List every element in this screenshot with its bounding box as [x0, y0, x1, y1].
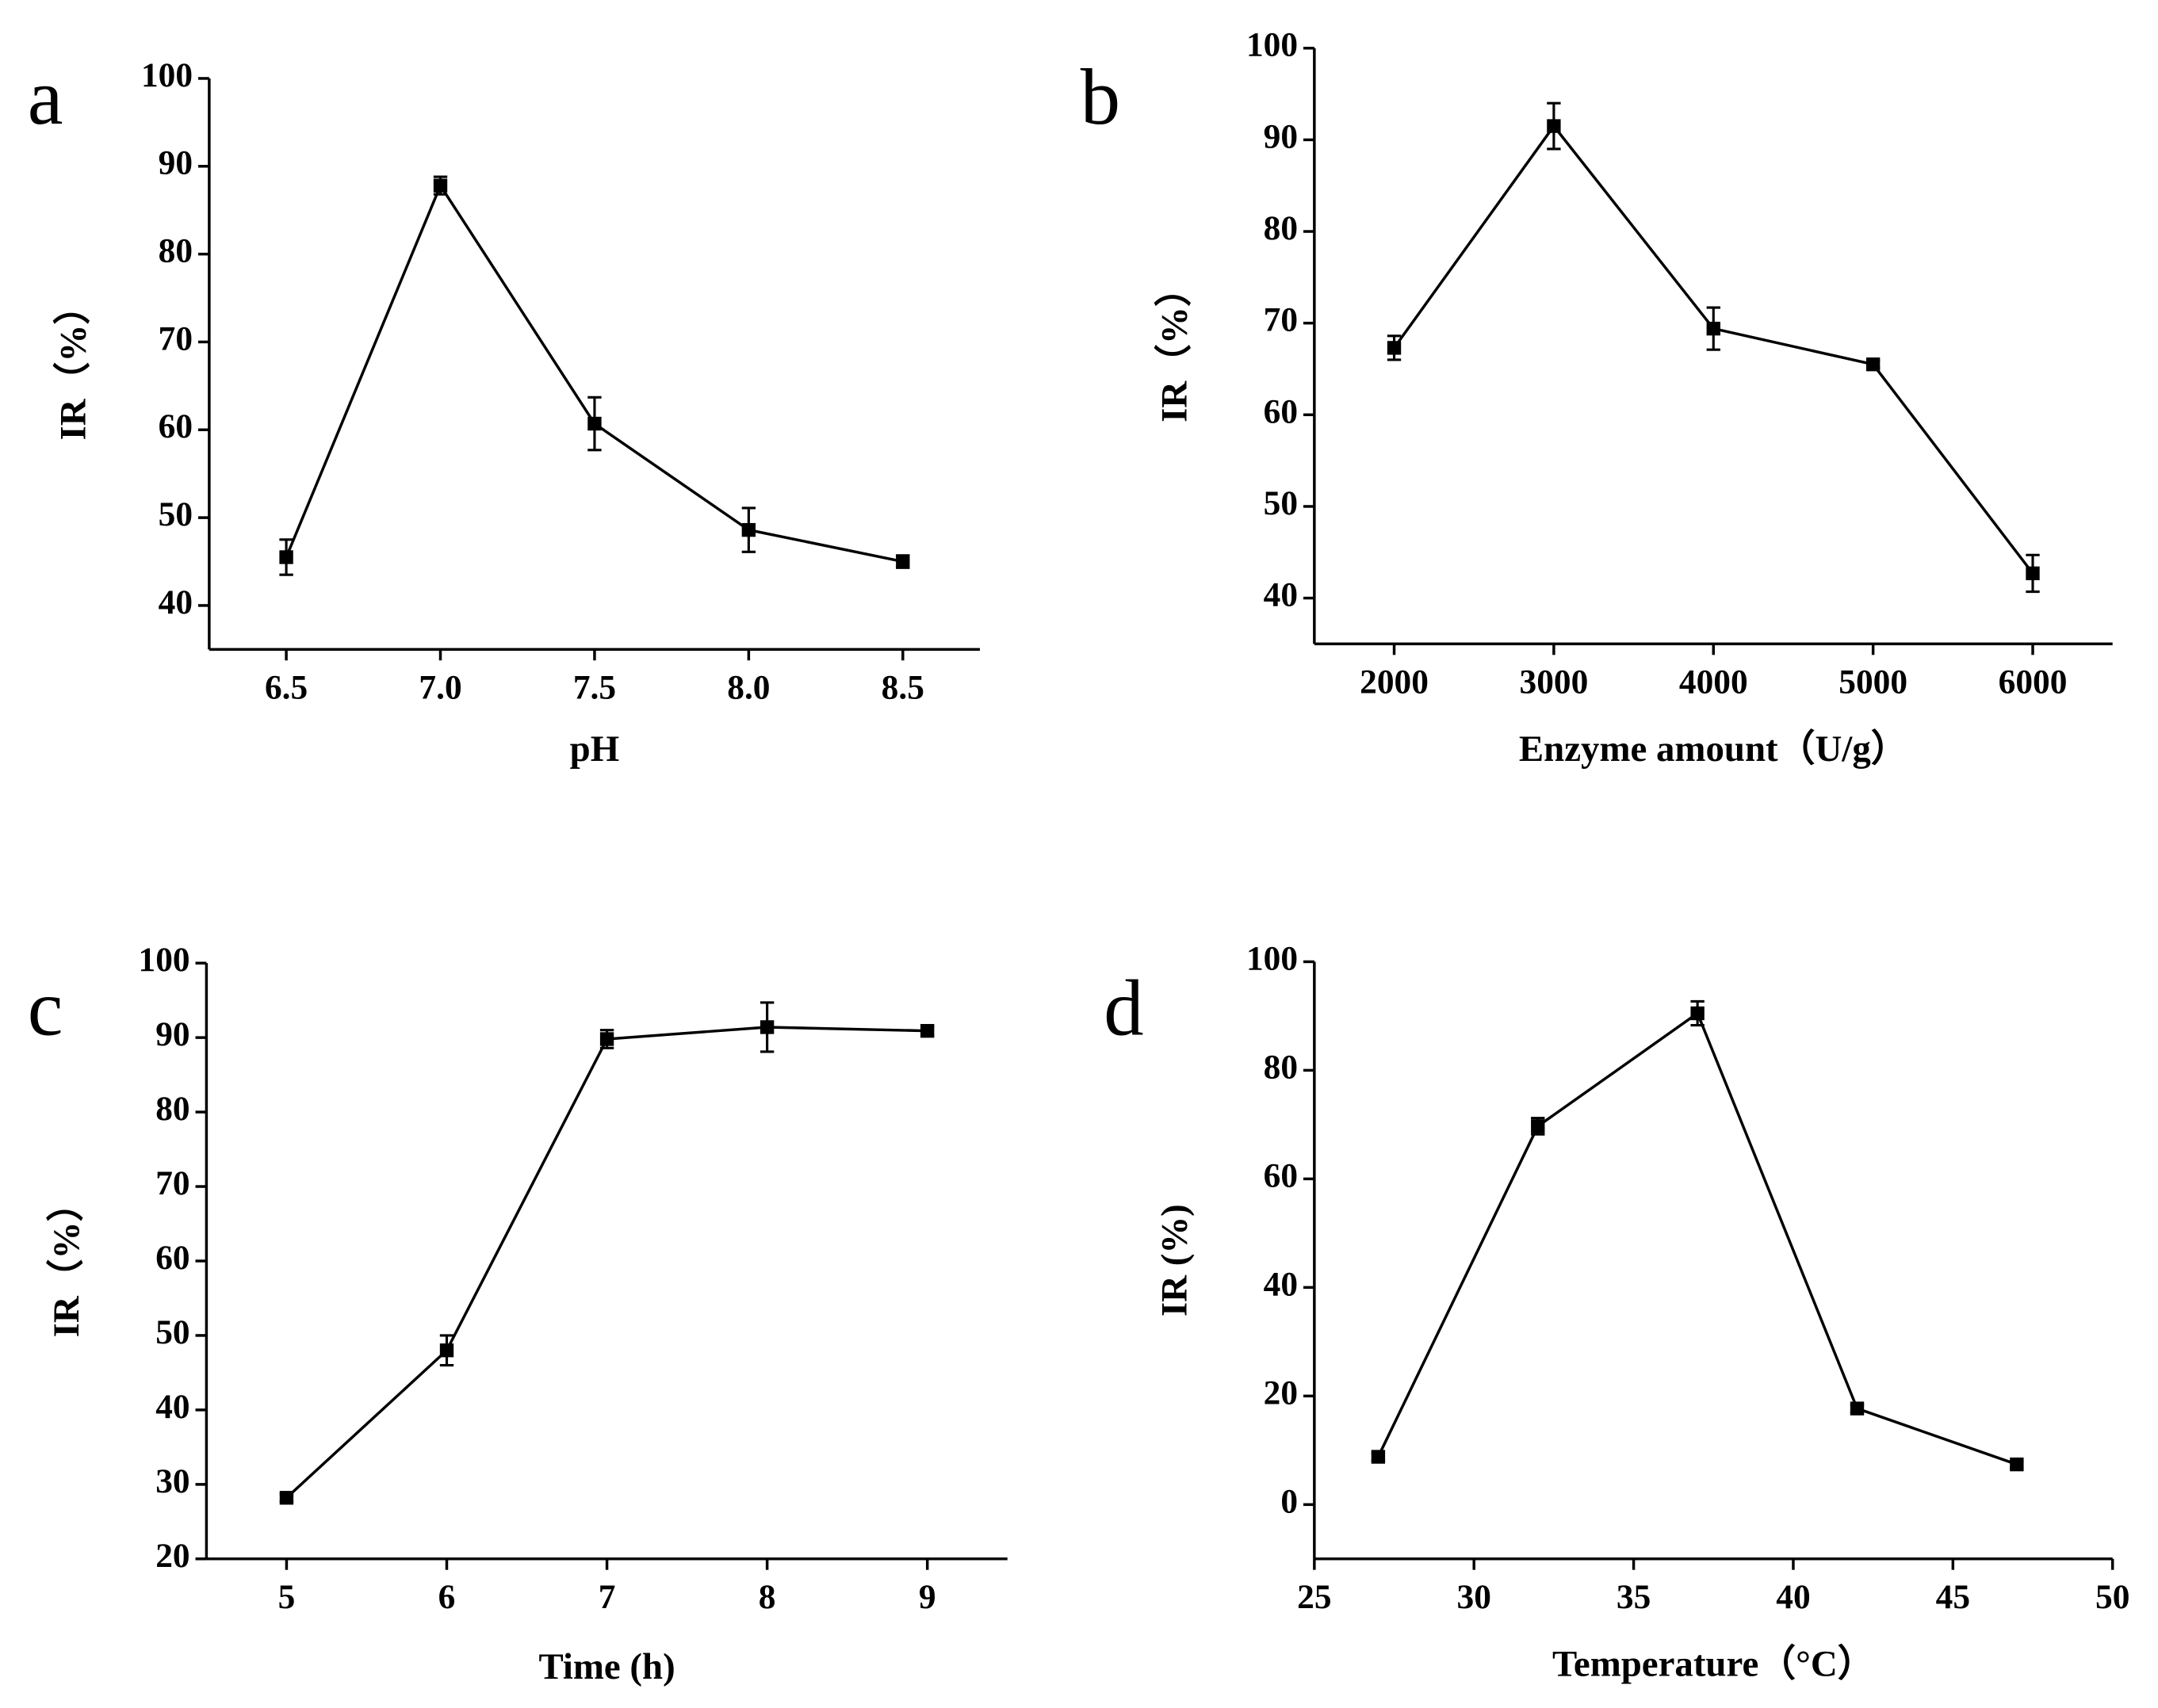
x-tick-label: 50	[2095, 1578, 2129, 1616]
y-tick-label: 90	[155, 1015, 189, 1053]
x-tick-label: 8.5	[882, 668, 924, 706]
y-tick-label: 100	[139, 941, 190, 979]
data-line	[285, 1026, 928, 1500]
y-axis-label: IR（%）	[46, 1185, 87, 1338]
data-point	[2010, 1457, 2024, 1472]
y-tick-label: 20	[1264, 1374, 1298, 1412]
x-axis-label: Time (h)	[538, 1646, 675, 1687]
data-point	[2026, 566, 2040, 581]
data-point	[439, 1343, 454, 1358]
x-tick-label: 6.5	[265, 668, 308, 706]
data-point	[1371, 1450, 1386, 1464]
data-point	[279, 1491, 294, 1505]
x-tick-label: 5	[278, 1578, 296, 1616]
x-tick-label: 6000	[1999, 663, 2068, 701]
x-tick-label: 40	[1776, 1578, 1810, 1616]
data-point	[1850, 1401, 1865, 1416]
y-tick-label: 40	[1264, 576, 1298, 614]
y-tick-label: 100	[1246, 939, 1298, 977]
y-tick-label: 70	[1264, 301, 1298, 339]
x-tick-label: 35	[1617, 1578, 1651, 1616]
y-tick-label: 90	[159, 144, 193, 182]
y-tick-label: 20	[155, 1537, 189, 1575]
data-line	[1376, 1011, 2018, 1466]
x-tick-label: 8.0	[727, 668, 770, 706]
y-tick-label: 100	[1246, 26, 1298, 64]
y-tick-label: 40	[1264, 1265, 1298, 1303]
data-point	[433, 178, 448, 193]
y-tick-label: 60	[1264, 1156, 1298, 1194]
data-point	[279, 550, 293, 564]
panel-label: a	[28, 52, 63, 141]
x-tick-label: 6	[438, 1578, 456, 1616]
y-tick-label: 80	[155, 1090, 189, 1128]
x-tick-label: 7.0	[419, 668, 461, 706]
data-point	[1690, 1006, 1705, 1021]
y-axis-label: IR (%)	[1154, 1204, 1195, 1316]
data-point	[760, 1020, 775, 1034]
y-tick-label: 50	[1264, 484, 1298, 522]
y-tick-label: 70	[159, 319, 193, 357]
data-point	[1865, 357, 1881, 372]
x-tick-label: 7	[599, 1578, 616, 1616]
data-point	[599, 1032, 614, 1046]
y-tick-label: 30	[155, 1462, 189, 1500]
data-point	[741, 522, 756, 537]
x-axis-label: pH	[570, 728, 620, 770]
y-tick-label: 60	[1264, 392, 1298, 430]
y-tick-label: 70	[155, 1164, 189, 1202]
x-tick-label: 25	[1297, 1578, 1331, 1616]
y-tick-label: 40	[159, 583, 193, 621]
x-tick-label: 7.5	[573, 668, 616, 706]
x-tick-label: 5000	[1839, 663, 1907, 701]
y-axis-label: IR（%）	[1154, 269, 1195, 422]
x-axis-label: Temperature（°C）	[1552, 1643, 1875, 1684]
panel-label: b	[1081, 52, 1120, 141]
y-tick-label: 40	[155, 1388, 189, 1426]
y-tick-label: 80	[159, 232, 193, 270]
panel-label: d	[1104, 963, 1143, 1052]
x-tick-label: 45	[1936, 1578, 1970, 1616]
x-tick-label: 8	[759, 1578, 776, 1616]
y-tick-label: 100	[141, 56, 193, 94]
y-tick-label: 0	[1280, 1482, 1298, 1520]
y-tick-label: 60	[155, 1239, 189, 1277]
data-point	[1547, 119, 1561, 133]
x-tick-label: 9	[919, 1578, 936, 1616]
x-tick-label: 30	[1457, 1578, 1491, 1616]
data-point	[1531, 1119, 1545, 1133]
data-point	[920, 1023, 935, 1038]
y-axis-label: IR（%）	[53, 288, 94, 441]
y-tick-label: 60	[159, 407, 193, 445]
x-axis-label: Enzyme amount（U/g）	[1519, 728, 1908, 770]
data-point	[1387, 341, 1402, 355]
y-tick-label: 90	[1264, 117, 1298, 155]
y-tick-label: 50	[159, 495, 193, 533]
x-tick-label: 4000	[1679, 663, 1748, 701]
panel-label: c	[28, 963, 63, 1052]
data-point	[1706, 321, 1720, 336]
y-tick-label: 80	[1264, 209, 1298, 247]
data-point	[896, 554, 910, 569]
y-tick-label: 50	[155, 1313, 189, 1351]
data-point	[587, 416, 602, 431]
x-tick-label: 2000	[1360, 663, 1429, 701]
x-tick-label: 3000	[1520, 663, 1589, 701]
y-tick-label: 80	[1264, 1048, 1298, 1086]
data-line	[285, 182, 904, 564]
